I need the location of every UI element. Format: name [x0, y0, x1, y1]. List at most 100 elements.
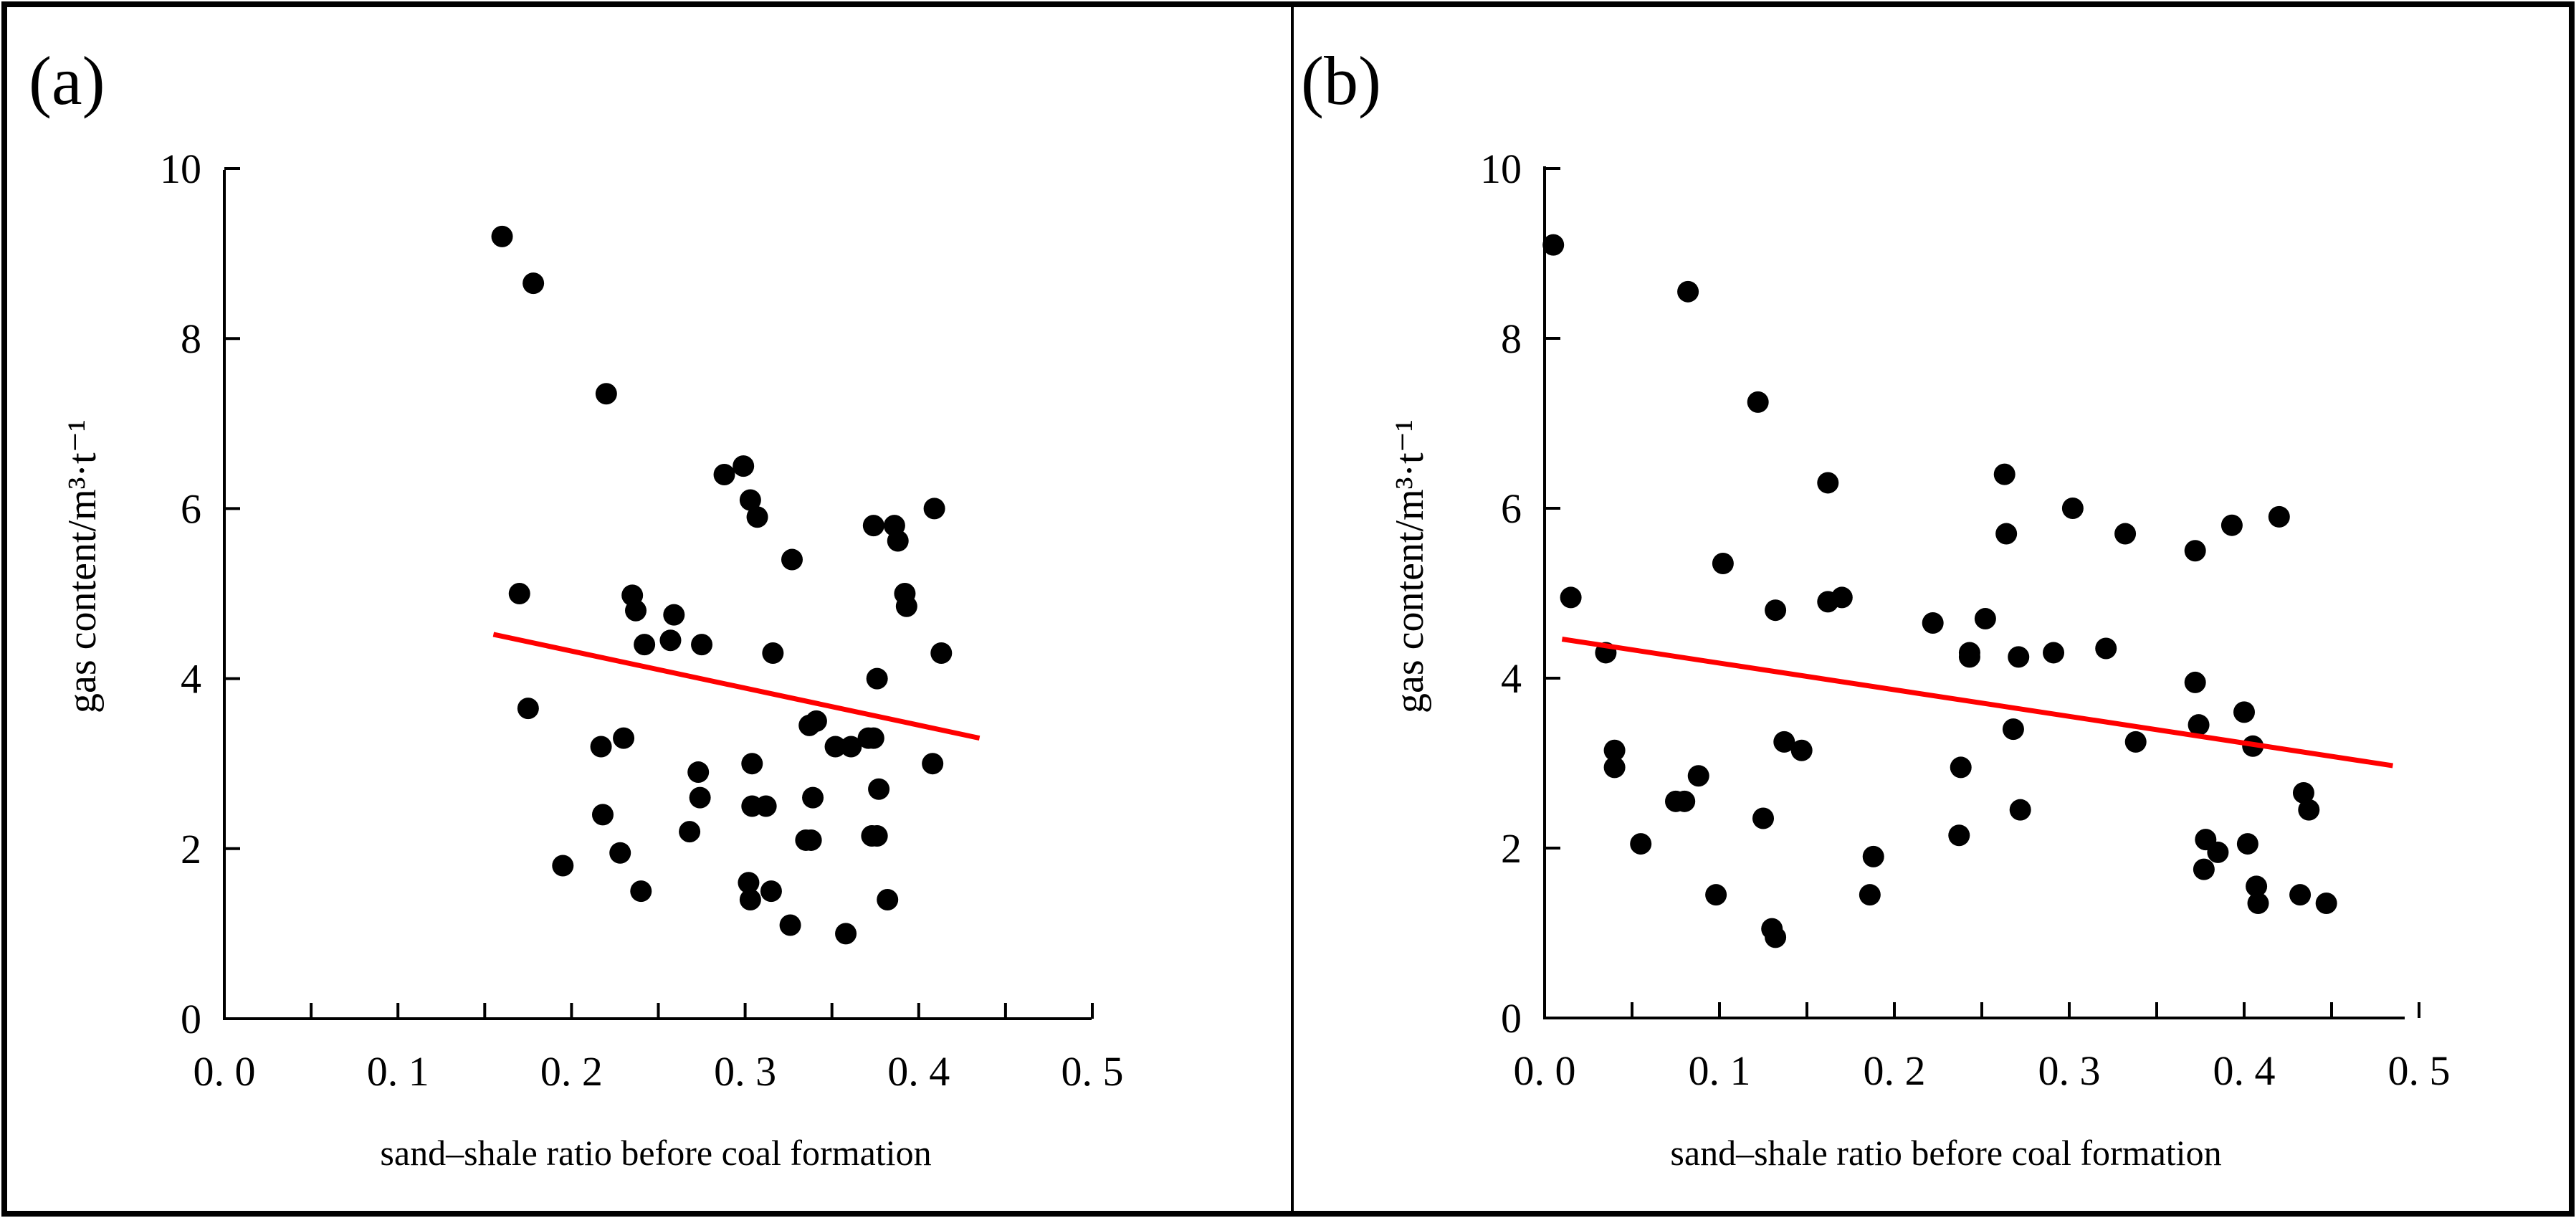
data-point-b	[2207, 841, 2229, 863]
data-point-a	[738, 872, 760, 894]
data-point-b	[1674, 790, 1696, 812]
data-point-b	[1765, 599, 1787, 622]
data-point-b	[2184, 671, 2206, 693]
x-tick-label-b: 0. 5	[2388, 1047, 2451, 1094]
data-point-b	[1747, 391, 1769, 413]
data-point-a	[659, 629, 682, 652]
data-point-b	[2236, 833, 2258, 855]
data-point-b	[1752, 807, 1774, 829]
y-tick-label-b: 10	[1480, 146, 1522, 192]
panel-a: (a) gas content/m³·t⁻¹ sand–shale ratio …	[29, 42, 1124, 1173]
data-point-b	[1773, 731, 1795, 753]
data-point-a	[781, 548, 803, 571]
data-point-b	[2009, 799, 2031, 821]
data-point-b	[2292, 781, 2314, 804]
points-a	[491, 225, 953, 945]
data-point-b	[1560, 586, 1582, 609]
panel-label-b: (b)	[1301, 42, 1381, 119]
data-point-b	[2193, 858, 2215, 880]
data-point-b	[2247, 893, 2269, 915]
x-tick-label-a: 0. 0	[194, 1048, 256, 1095]
x-tick-label-a: 0. 4	[887, 1048, 950, 1095]
data-point-a	[923, 498, 945, 520]
data-point-b	[1831, 586, 1853, 609]
data-point-a	[595, 383, 617, 405]
data-point-b	[1712, 553, 1734, 575]
data-point-a	[625, 599, 647, 622]
y-tick-label-b: 0	[1501, 995, 1522, 1042]
x-tick-label-a: 0. 3	[714, 1048, 776, 1095]
data-point-a	[609, 842, 631, 864]
data-point-b	[1948, 824, 1970, 847]
y-tick-label-a: 4	[181, 656, 201, 703]
data-point-a	[824, 736, 846, 758]
data-point-a	[691, 634, 713, 656]
data-point-a	[861, 825, 883, 847]
data-point-b	[1677, 280, 1699, 303]
data-point-a	[523, 272, 545, 295]
x-tick-label-b: 0. 0	[1514, 1047, 1576, 1094]
y-tick-label-b: 4	[1501, 655, 1522, 702]
data-point-b	[2233, 701, 2255, 723]
data-point-b	[1765, 926, 1787, 948]
data-point-b	[1995, 523, 2018, 545]
data-point-a	[746, 506, 768, 528]
data-point-a	[591, 804, 614, 826]
data-point-a	[840, 736, 862, 758]
data-point-b	[1859, 884, 1881, 906]
data-point-a	[590, 736, 612, 758]
data-point-b	[2008, 646, 2030, 668]
data-point-a	[862, 515, 884, 537]
y-tick-label-b: 8	[1501, 315, 1522, 362]
data-point-a	[613, 727, 635, 749]
trendline-b	[1561, 637, 2393, 769]
y-tick-label-a: 0	[181, 996, 201, 1042]
data-point-a	[687, 761, 710, 784]
data-point-b	[1687, 765, 1709, 787]
data-point-b	[1922, 612, 1944, 634]
x-axis-label-b: sand–shale ratio before coal formation	[1670, 1133, 2221, 1173]
data-point-b	[2002, 718, 2024, 741]
data-point-a	[762, 642, 784, 665]
data-point-a	[755, 795, 777, 817]
data-point-b	[2268, 505, 2290, 528]
data-point-a	[634, 634, 656, 656]
points-b	[1542, 234, 2337, 948]
ticks-a: 0 2 4 6 8 10 0. 0 0. 1 0. 2 0. 3 0. 4 0. 5	[160, 146, 1124, 1095]
data-point-a	[805, 710, 827, 732]
data-point-b	[1974, 608, 1996, 630]
trendline-b-group	[1561, 637, 2393, 769]
data-point-b	[2188, 714, 2210, 736]
data-point-b	[1993, 463, 2016, 485]
y-tick-label-a: 10	[160, 146, 201, 192]
x-tick-label-b: 0. 1	[1689, 1047, 1751, 1094]
ticks-b: 0 2 4 6 8 10 0. 0 0. 1 0. 2 0. 3 0. 4 0. 5	[1480, 146, 2451, 1094]
x-axis-label-a: sand–shale ratio before coal formation	[380, 1133, 931, 1173]
data-point-b	[2246, 875, 2268, 898]
data-point-a	[689, 786, 711, 809]
data-point-b	[2220, 514, 2243, 536]
panel-label-a: (a)	[29, 42, 105, 119]
data-point-b	[2298, 799, 2320, 821]
data-point-b	[2315, 893, 2337, 915]
data-point-a	[895, 595, 917, 617]
data-point-a	[922, 753, 944, 775]
data-point-a	[862, 727, 884, 749]
data-point-b	[1542, 234, 1565, 256]
data-point-a	[663, 604, 685, 626]
data-point-a	[760, 880, 782, 903]
x-tick-label-b: 0. 2	[1864, 1047, 1926, 1094]
data-point-a	[679, 821, 701, 843]
y-tick-label-a: 6	[181, 485, 201, 532]
data-point-b	[1630, 833, 1652, 855]
data-point-b	[1862, 845, 1884, 867]
x-tick-label-a: 0. 5	[1062, 1048, 1124, 1095]
data-point-a	[800, 829, 822, 851]
data-point-b	[2124, 731, 2147, 753]
data-point-b	[1603, 756, 1626, 779]
data-point-a	[802, 786, 824, 809]
y-axis-label-a: gas content/m³·t⁻¹	[60, 419, 105, 713]
